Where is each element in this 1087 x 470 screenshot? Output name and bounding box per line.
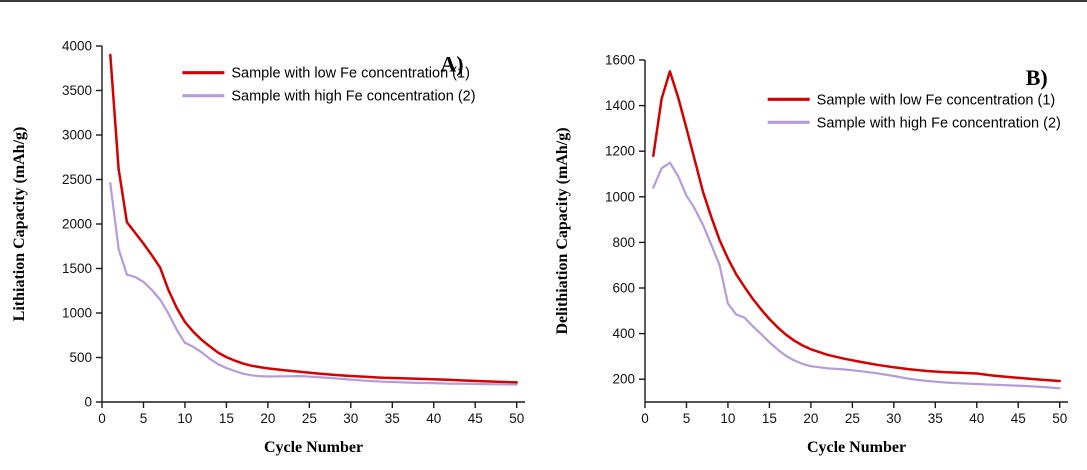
legend-label-2: Sample with high Fe concentration (2) [231,89,475,105]
x-tick-label: 50 [509,411,524,426]
y-tick-label: 2500 [62,172,92,187]
x-tick-label: 45 [1011,411,1026,426]
x-tick-label: 20 [260,411,275,426]
y-tick-label: 500 [69,350,92,365]
x-tick-label: 0 [98,411,106,426]
x-tick-label: 45 [468,411,483,426]
y-tick-label: 0 [84,395,92,410]
legend-label-1: Sample with low Fe concentration (1) [231,66,470,82]
x-tick-label: 15 [762,411,777,426]
delithiation-capacity-chart: 200 400 600 800 1000 1200 1400 1600 0 5 10 15 20 25 30… [554,53,1068,456]
y-tick-label: 3000 [62,128,92,143]
x-tick-label: 5 [140,411,148,426]
x-tick-label: 10 [177,411,192,426]
x-tick-label: 35 [385,411,400,426]
y-tick-label: 1000 [605,189,635,204]
x-tick-label: 35 [928,411,943,426]
y-tick-label: 1500 [62,261,92,276]
y-tick-label: 1400 [605,98,635,113]
x-tick-label: 10 [720,411,735,426]
y-tick-label: 800 [612,235,635,250]
legend-label-2: Sample with high Fe concentration (2) [817,115,1061,131]
y-tick-label: 1600 [605,53,635,68]
x-tick-label: 40 [969,411,984,426]
y-tick-label: 3500 [62,83,92,98]
y-tick-label: 400 [612,326,635,341]
x-tick-label: 25 [302,411,317,426]
x-tick-label: 25 [845,411,860,426]
y-axis-title: Lithiation Capacity (mAh/g) [11,127,28,322]
chart-panel-b: 200 400 600 800 1000 1200 1400 1600 0 5 10 15 20 25 30… [543,6,1086,468]
x-tick-label: 40 [426,411,441,426]
series-line-1 [109,53,518,384]
panel-label: B) [1026,65,1048,90]
x-tick-label: 5 [683,411,691,426]
y-tick-label: 4000 [62,39,92,54]
x-tick-label: 30 [886,411,901,426]
y-axis-title: Delithiation Capacity (mAh/g) [554,127,571,334]
y-tick-label: 1000 [62,306,92,321]
y-tick-label: 2000 [62,217,92,232]
x-tick-label: 50 [1052,411,1067,426]
x-tick-label: 20 [803,411,818,426]
x-tick-label: 30 [343,411,358,426]
x-tick-label: 15 [219,411,234,426]
series-line-2 [109,182,518,386]
series-line-2 [652,161,1061,390]
panel-label: A) [440,52,463,77]
x-tick-label: 0 [641,411,649,426]
chart-panel-a: 0 500 1000 1500 2000 2500 3000 3500 4000 0 5 10 15 20… [0,6,543,468]
x-axis-title: Cycle Number [264,439,363,456]
legend-label-1: Sample with low Fe concentration (1) [817,92,1056,108]
y-tick-label: 600 [612,281,635,296]
series-line-1 [652,70,1061,383]
x-axis-title: Cycle Number [807,439,906,456]
y-tick-label: 200 [612,372,635,387]
y-tick-label: 1200 [605,144,635,159]
lithiation-capacity-chart: 0 500 1000 1500 2000 2500 3000 3500 4000 0 5 10 15 20… [11,39,525,456]
